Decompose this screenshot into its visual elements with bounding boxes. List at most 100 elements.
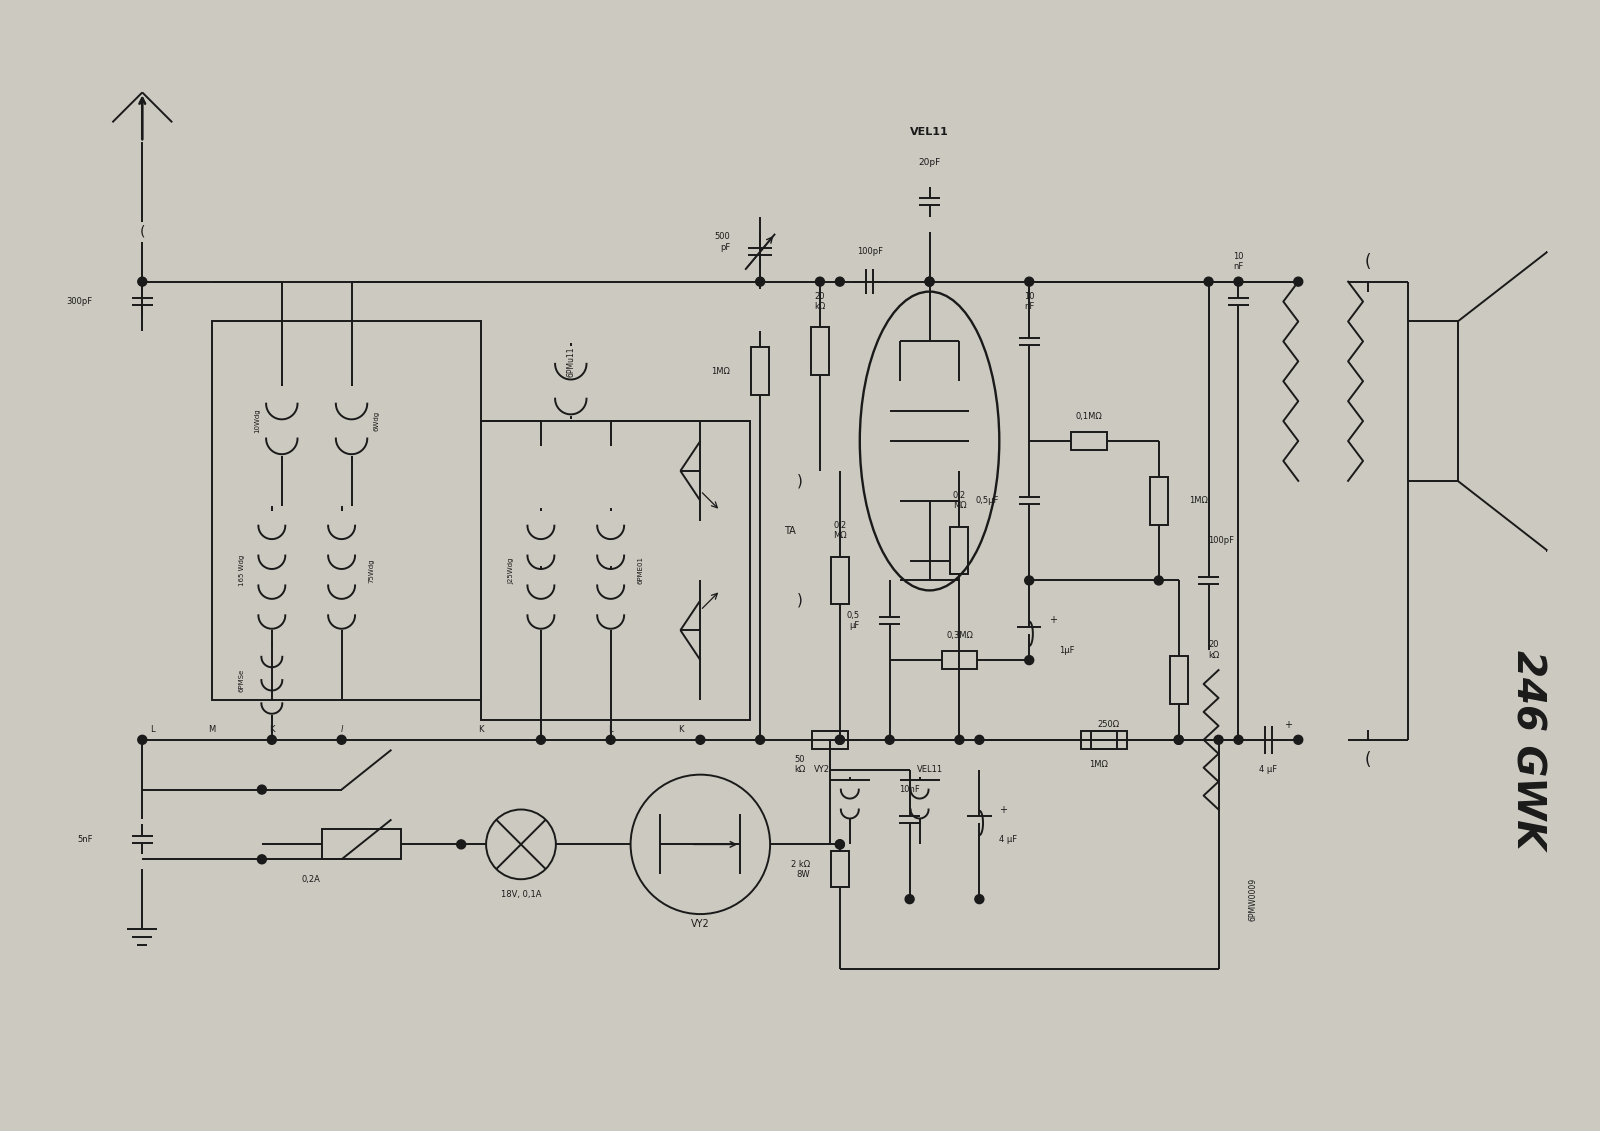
Text: 0,5
μF: 0,5 μF <box>846 611 859 630</box>
Circle shape <box>536 735 546 744</box>
Circle shape <box>755 277 765 286</box>
Text: K: K <box>478 725 483 734</box>
Text: VY2: VY2 <box>691 920 710 929</box>
Text: 10Wdg: 10Wdg <box>254 408 259 433</box>
Circle shape <box>696 735 706 744</box>
Text: 0,2
MΩ: 0,2 MΩ <box>834 521 846 541</box>
Text: l: l <box>341 725 342 734</box>
Text: 6PMW0009: 6PMW0009 <box>1248 878 1258 921</box>
Bar <box>1091 731 1126 749</box>
Text: VY2: VY2 <box>814 766 830 775</box>
Text: 0,3MΩ: 0,3MΩ <box>946 631 973 640</box>
Bar <box>1170 656 1187 703</box>
Text: 18V, 0,1A: 18V, 0,1A <box>501 890 541 899</box>
Text: 6Wdg: 6Wdg <box>373 411 379 431</box>
Bar <box>950 527 968 575</box>
Circle shape <box>1024 277 1034 286</box>
Circle shape <box>925 277 934 286</box>
Circle shape <box>1024 576 1034 585</box>
Text: 20
kΩ: 20 kΩ <box>814 292 826 311</box>
Text: (: ( <box>1365 252 1371 270</box>
Text: 50
kΩ: 50 kΩ <box>794 756 806 775</box>
Text: 1μF: 1μF <box>1059 646 1075 655</box>
Circle shape <box>1294 277 1302 286</box>
Text: K: K <box>678 725 683 734</box>
Text: 20pF: 20pF <box>918 157 941 166</box>
Text: J25Wdg: J25Wdg <box>509 558 514 584</box>
Circle shape <box>1205 277 1213 286</box>
Text: VEL11: VEL11 <box>917 766 942 775</box>
Text: 20
kΩ: 20 kΩ <box>1208 640 1219 659</box>
Text: L: L <box>608 725 613 734</box>
Text: +: + <box>1285 719 1293 729</box>
Text: 246 GWK: 246 GWK <box>1509 650 1547 849</box>
Text: 6PMSe: 6PMSe <box>238 668 245 692</box>
Circle shape <box>456 840 466 849</box>
Circle shape <box>974 895 984 904</box>
Text: 4 μF: 4 μF <box>1000 835 1018 844</box>
Circle shape <box>835 840 845 849</box>
Text: 250Ω: 250Ω <box>1098 720 1120 729</box>
Circle shape <box>606 735 614 744</box>
Bar <box>1408 321 1458 481</box>
Bar <box>1082 731 1117 749</box>
Text: 10nF: 10nF <box>899 785 920 794</box>
Text: 5nF: 5nF <box>77 835 93 844</box>
Bar <box>830 556 850 604</box>
Circle shape <box>267 735 277 744</box>
Bar <box>1070 432 1107 450</box>
Text: ): ) <box>797 474 803 489</box>
Text: 0,2A: 0,2A <box>302 874 320 883</box>
Text: TA: TA <box>784 526 795 536</box>
Text: +: + <box>1050 615 1058 625</box>
Text: 0,2
MΩ: 0,2 MΩ <box>952 491 966 510</box>
Circle shape <box>1024 656 1034 665</box>
Circle shape <box>138 735 147 744</box>
Text: 0,1MΩ: 0,1MΩ <box>1075 412 1102 421</box>
Circle shape <box>258 855 266 864</box>
Bar <box>1150 477 1168 525</box>
Circle shape <box>906 895 914 904</box>
Circle shape <box>835 277 845 286</box>
Bar <box>811 731 848 749</box>
Text: VEL11: VEL11 <box>910 128 949 137</box>
Circle shape <box>925 277 934 286</box>
Bar <box>750 347 770 395</box>
Text: L: L <box>150 725 155 734</box>
Text: 500
pF: 500 pF <box>715 232 730 251</box>
Text: 1MΩ: 1MΩ <box>1189 497 1208 506</box>
Text: 6PME01: 6PME01 <box>637 556 643 585</box>
Circle shape <box>755 735 765 744</box>
Circle shape <box>885 735 894 744</box>
Bar <box>811 328 829 375</box>
Circle shape <box>835 840 845 849</box>
Text: 100pF: 100pF <box>856 248 883 257</box>
Bar <box>482 421 750 719</box>
Text: (: ( <box>139 225 146 239</box>
Circle shape <box>1214 735 1222 744</box>
Circle shape <box>955 735 963 744</box>
Text: 10
nF: 10 nF <box>1234 252 1243 271</box>
Circle shape <box>816 277 824 286</box>
Text: (: ( <box>1365 751 1371 769</box>
Circle shape <box>258 785 266 794</box>
Bar <box>941 651 978 670</box>
Text: 165 Wdg: 165 Wdg <box>238 555 245 586</box>
Text: K: K <box>269 725 275 734</box>
Text: 100pF: 100pF <box>1208 536 1235 545</box>
Circle shape <box>138 277 147 286</box>
Bar <box>322 829 402 860</box>
Text: 2 kΩ
8W: 2 kΩ 8W <box>790 860 810 879</box>
Circle shape <box>974 735 984 744</box>
Circle shape <box>835 735 845 744</box>
Text: 300pF: 300pF <box>66 297 93 307</box>
Text: 1MΩ: 1MΩ <box>712 366 730 375</box>
Text: ): ) <box>797 593 803 607</box>
Circle shape <box>835 735 845 744</box>
Text: 6PMu11: 6PMu11 <box>566 346 576 377</box>
Circle shape <box>1234 277 1243 286</box>
Circle shape <box>1174 735 1182 744</box>
Circle shape <box>1154 576 1163 585</box>
Circle shape <box>1234 735 1243 744</box>
Text: 4 μF: 4 μF <box>1259 766 1277 775</box>
